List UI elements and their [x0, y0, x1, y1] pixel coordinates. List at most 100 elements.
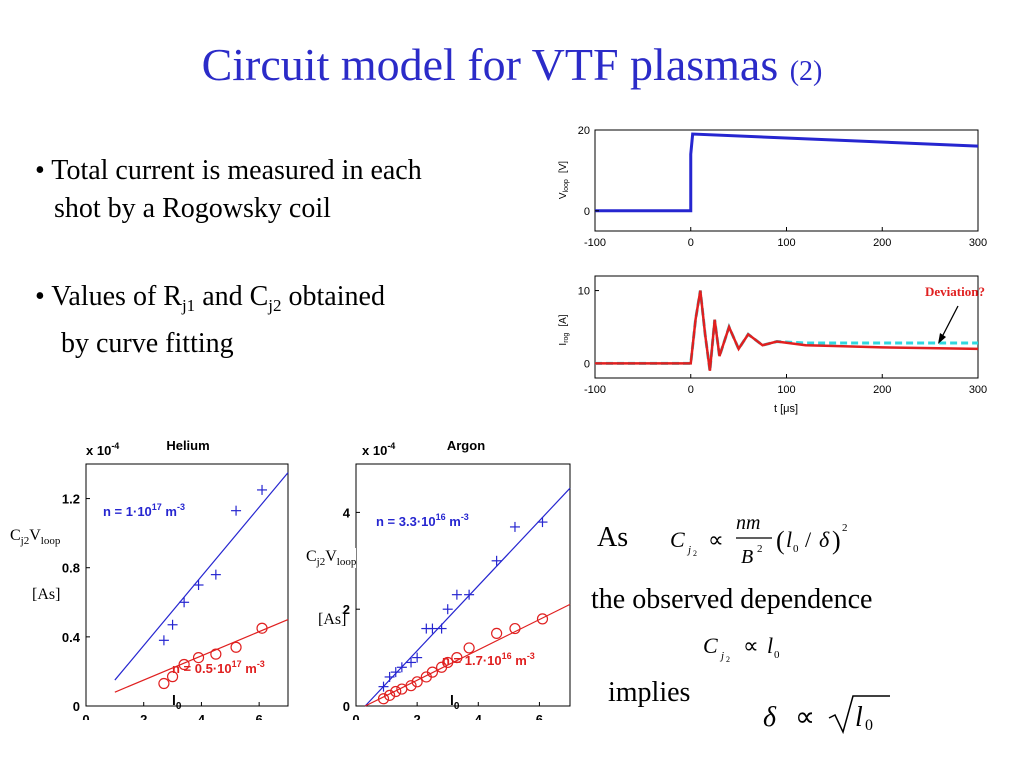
svg-text:∝: ∝ [708, 527, 724, 552]
title-main: Circuit model for VTF plasmas [201, 39, 779, 90]
vloop-xtick-label: 200 [873, 237, 891, 249]
argon-red-point [463, 642, 475, 654]
argon-blue-point [442, 604, 453, 615]
vloop-ytick-label: 20 [578, 125, 590, 137]
helium-red-point [192, 652, 205, 664]
argon-blue-point [537, 517, 548, 528]
argon-ytick-label: 2 [343, 602, 350, 617]
deviation-arrowhead [938, 333, 946, 344]
helium-ylabel: Cj2Vloop [10, 527, 61, 548]
irog-chart: -100 0 100 200 300 0 10 Irog[A] t [μs] Deviati… [558, 275, 987, 415]
argon-xtick-label: 4 [475, 712, 483, 720]
irog-xtick-label: 0 [688, 384, 694, 396]
argon-red-point [451, 652, 463, 664]
helium-title: Helium [166, 438, 209, 453]
bullet-2-sub2: j2 [268, 296, 282, 315]
bullet-1-line2: shot by a Rogowsky coil [54, 193, 331, 224]
title-suffix: (2) [789, 56, 823, 87]
helium-ytick-label: 0.8 [62, 561, 80, 576]
argon-blue-point [384, 671, 395, 682]
svg-text:l: l [786, 527, 792, 552]
bullet-2-pre: • Values of R [35, 281, 182, 312]
svg-text:l: l [767, 633, 773, 658]
helium-red-point [178, 658, 190, 671]
svg-text:): ) [832, 526, 841, 555]
helium-red-point [256, 622, 268, 634]
deviation-annotation: Deviation? [925, 284, 985, 299]
helium-frame [85, 463, 289, 707]
argon-chart: x 10-4 Argon 0 2 4 6 0 2 4 n = 3.3·1016 m-3 n … [343, 438, 571, 720]
bullet-2-sub1: j1 [181, 296, 196, 315]
svg-text:j: j [686, 544, 691, 556]
vloop-series [595, 132, 979, 213]
bullet-2-line1: • Values of Rj1 and Cj2 obtained [35, 278, 385, 325]
argon-red-point [442, 656, 454, 669]
helium-xlabel: l0 [172, 692, 182, 712]
bullet-2-line2: by curve fitting [61, 328, 234, 359]
helium-red-point [210, 648, 222, 660]
irog-xtick-label: 200 [873, 384, 891, 396]
bullet-2-mid: and C [195, 281, 269, 312]
irog-ytick-label: 10 [578, 286, 590, 298]
slide-title: Circuit model for VTF plasmas (2) [0, 38, 1024, 91]
argon-red-point [390, 685, 402, 698]
irog-xtick-label: -100 [584, 384, 606, 396]
argon-red-point [536, 613, 549, 625]
vloop-chart: -100 0 100 200 300 0 20 Vloop[V] [558, 125, 987, 249]
helium-blue-point [257, 484, 268, 495]
irog-xtick-label: 300 [969, 384, 987, 396]
svg-text:C: C [703, 633, 718, 658]
helium-blue-point [231, 505, 242, 516]
vloop-ylabel: Vloop[V] [558, 161, 570, 199]
argon-blue-point [378, 681, 389, 692]
svg-text:0: 0 [774, 649, 780, 661]
argon-blue-point [509, 521, 520, 532]
svg-text:∝: ∝ [795, 702, 815, 733]
helium-red-label: n = 0.5·1017 m-3 [172, 659, 265, 676]
svg-text:2: 2 [726, 655, 730, 664]
helium-xtick-label: 0 [82, 712, 89, 720]
bullet-1-line1: • Total current is measured in each [35, 155, 422, 186]
svg-text:2: 2 [757, 543, 763, 555]
helium-yunit: [As] [32, 586, 61, 603]
argon-red-point [377, 693, 390, 705]
argon-xtick-label: 2 [414, 712, 421, 720]
helium-scale: x 10-4 [86, 441, 119, 458]
helium-blue-point [179, 597, 190, 608]
irog-fit-series [595, 290, 978, 371]
argon-blue-point [396, 662, 407, 673]
argon-xtick-label: 6 [536, 712, 543, 720]
argon-red-point [491, 627, 503, 639]
irog-ytick-label: 0 [584, 358, 590, 370]
argon-red-label: n = 1.7·1016 m-3 [442, 651, 535, 668]
svg-text:δ: δ [819, 527, 830, 552]
vloop-xtick-label: -100 [584, 237, 606, 249]
argon-blue-point [412, 652, 423, 663]
equation-1: C j 2 ∝ nm B 2 ( l 0 / δ ) 2 [670, 512, 848, 568]
argon-red-point [509, 622, 521, 635]
svg-text:2: 2 [842, 522, 848, 534]
vloop-ytick-label: 0 [584, 206, 590, 218]
svg-text:(: ( [776, 526, 785, 555]
eq-implies: implies [608, 677, 691, 708]
helium-xtick-label: 2 [140, 712, 147, 720]
vloop-xtick-label: 300 [969, 237, 987, 249]
eq-as: As [597, 522, 629, 553]
equation-2: C j 2 ∝ l 0 [703, 633, 780, 664]
svg-text:C: C [670, 527, 685, 552]
argon-blue-point [406, 657, 417, 668]
argon-red-point [405, 680, 417, 692]
svg-text:/: / [805, 527, 812, 552]
eq-dependence: the observed dependence [591, 584, 873, 615]
helium-xtick-label: 4 [198, 712, 206, 720]
argon-red-point [411, 676, 423, 688]
argon-blue-point [464, 589, 475, 600]
svg-text:B: B [741, 546, 753, 568]
svg-text:j: j [719, 650, 724, 662]
argon-red-fit-line [364, 603, 571, 707]
svg-text:l: l [855, 702, 863, 733]
svg-text:2: 2 [693, 549, 697, 558]
irog-xtick-label: 100 [777, 384, 795, 396]
argon-xtick-label: 0 [352, 712, 359, 720]
